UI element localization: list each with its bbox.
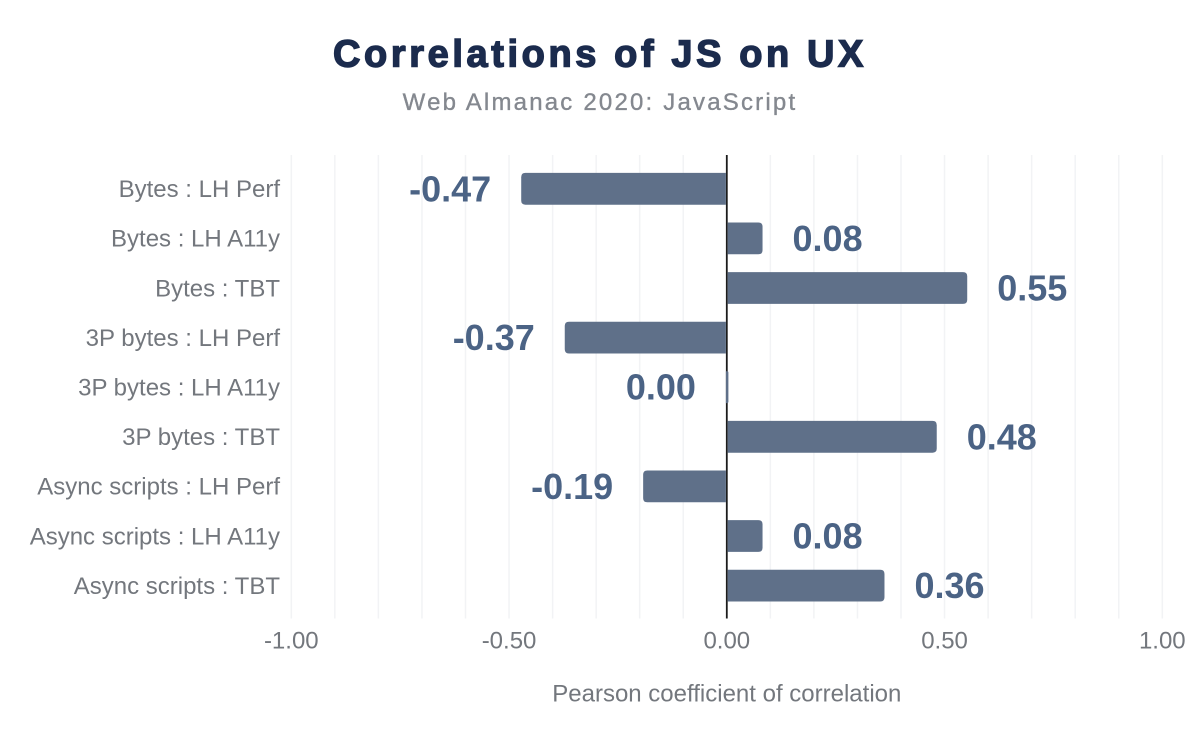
svg-text:Correlations of JS on UX: Correlations of JS on UX: [333, 34, 867, 76]
svg-text:-0.50: -0.50: [482, 628, 537, 655]
svg-text:0.50: 0.50: [921, 628, 968, 655]
svg-text:0.08: 0.08: [793, 218, 863, 259]
svg-text:Web Almanac 2020: JavaScript: Web Almanac 2020: JavaScript: [403, 89, 798, 116]
svg-text:1.00: 1.00: [1139, 628, 1186, 655]
svg-text:Async scripts : TBT: Async scripts : TBT: [74, 573, 281, 600]
svg-text:3P bytes : LH A11y: 3P bytes : LH A11y: [78, 375, 280, 402]
svg-text:0.08: 0.08: [793, 516, 863, 557]
svg-text:Bytes : TBT: Bytes : TBT: [155, 275, 280, 302]
svg-text:Pearson coefficient of correla: Pearson coefficient of correlation: [552, 681, 901, 708]
svg-text:0.36: 0.36: [914, 565, 984, 606]
svg-text:-0.47: -0.47: [409, 168, 491, 209]
svg-text:Bytes : LH Perf: Bytes : LH Perf: [119, 176, 281, 203]
svg-text:0.55: 0.55: [997, 268, 1067, 309]
svg-text:0.48: 0.48: [967, 416, 1037, 457]
svg-text:Bytes : LH A11y: Bytes : LH A11y: [111, 226, 280, 253]
svg-text:Async scripts : LH A11y: Async scripts : LH A11y: [30, 523, 280, 550]
svg-text:0.00: 0.00: [703, 628, 750, 655]
svg-text:-0.37: -0.37: [453, 317, 535, 358]
svg-text:Async scripts : LH Perf: Async scripts : LH Perf: [37, 474, 280, 501]
svg-text:3P bytes : LH Perf: 3P bytes : LH Perf: [86, 325, 281, 352]
svg-text:0.00: 0.00: [626, 367, 696, 408]
svg-text:-0.19: -0.19: [531, 466, 613, 507]
svg-text:-1.00: -1.00: [264, 628, 319, 655]
svg-text:3P bytes : TBT: 3P bytes : TBT: [122, 424, 280, 451]
